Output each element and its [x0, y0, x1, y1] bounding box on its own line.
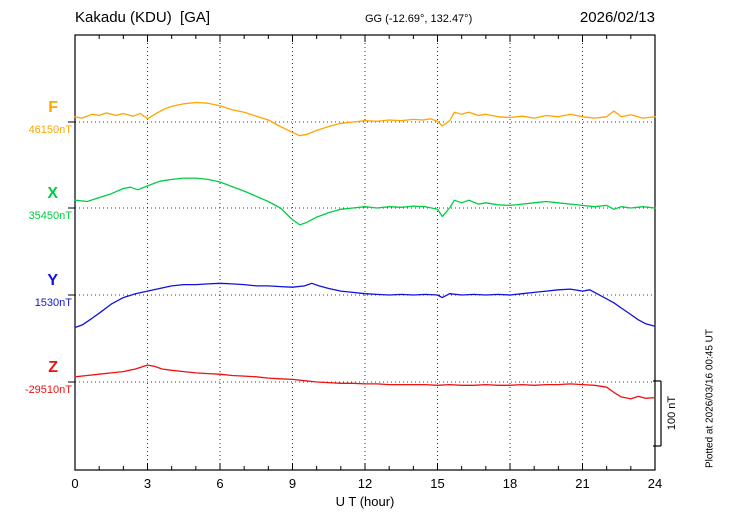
x-tick-label: 24 [647, 476, 663, 491]
series-label-y: Y [47, 272, 58, 289]
gg-coordinates: GG (-12.69°, 132.47°) [365, 13, 473, 25]
trace-x [74, 177, 656, 226]
x-tick-label: 0 [71, 476, 79, 491]
scale-bar-label: 100 nT [666, 395, 678, 431]
plot-frame [74, 34, 656, 471]
station-title: Kakadu (KDU) [GA] [75, 9, 211, 26]
plotted-at-timestamp: Plotted at 2026/03/16 00:45 UT [704, 329, 716, 468]
series-baseline-value-f: 46150nT [28, 124, 72, 136]
x-tick-label: 12 [357, 476, 373, 491]
series-label-f: F [48, 99, 58, 116]
trace-y [74, 282, 656, 329]
series-label-x: X [47, 185, 58, 202]
series-baseline-value-y: 1530nT [34, 297, 72, 309]
series-baseline-value-x: 35450nT [28, 210, 72, 222]
x-tick-label: 18 [502, 476, 518, 491]
x-axis-label: U T (hour) [335, 494, 395, 509]
x-tick-label: 21 [575, 476, 590, 491]
plot-date: 2026/02/13 [579, 9, 655, 26]
x-tick-label: 15 [430, 476, 445, 491]
series-baseline-value-z: -29510nT [24, 384, 72, 396]
x-tick-label: 9 [288, 476, 297, 491]
x-tick-label: 6 [216, 476, 224, 491]
x-tick-label: 3 [143, 476, 152, 491]
trace-f [74, 101, 656, 137]
series-label-z: Z [48, 359, 58, 376]
trace-z [74, 364, 656, 400]
